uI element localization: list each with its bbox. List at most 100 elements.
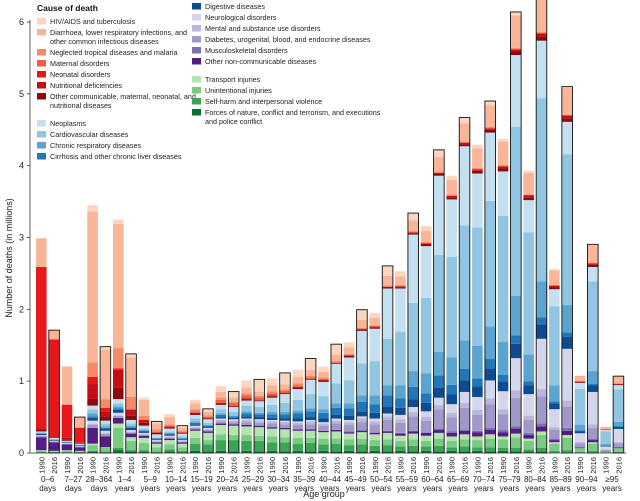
bar-segment-cvd xyxy=(292,399,304,411)
bar-segment-ment xyxy=(266,421,278,424)
bar-segment-oncd xyxy=(36,437,47,451)
bar-segment-unint xyxy=(420,440,432,447)
bar-segment-resp xyxy=(600,444,611,446)
bar-segment-diar xyxy=(446,180,458,195)
legend-swatch-ment xyxy=(192,25,201,32)
y-tick-label: 5 xyxy=(19,89,24,99)
bar-segment-diar xyxy=(215,391,227,398)
bar-segment-ntd xyxy=(151,429,163,433)
bar-segment-resp xyxy=(228,415,239,417)
bar-segment-self xyxy=(510,447,522,452)
year-tick-label: 2016 xyxy=(101,457,110,474)
age-group-label: 80–84 xyxy=(524,475,547,484)
bar-segment-hiv xyxy=(266,378,278,386)
age-group-unit-label: years xyxy=(166,484,186,493)
year-tick-label: 1990 xyxy=(217,457,226,474)
bar-segment-ocmn xyxy=(472,170,483,174)
bar-segment-ment xyxy=(472,409,483,415)
age-group-label: 7–27 xyxy=(64,475,82,484)
bar-segment-cirr xyxy=(549,401,560,404)
bar-segment-dig xyxy=(61,442,73,443)
bar-segment-hiv xyxy=(484,101,496,106)
bar-segment-self xyxy=(484,447,496,452)
bar-segment-neopl xyxy=(266,397,278,405)
bar-segment-ment xyxy=(241,419,252,423)
age-group-label: 75–79 xyxy=(498,475,521,484)
bar-segment-ocmn xyxy=(189,413,201,415)
bar-segment-dig xyxy=(318,418,329,423)
bar-segment-force xyxy=(318,450,329,453)
bar-segment-self xyxy=(343,445,355,451)
bar-segment-nut xyxy=(587,263,599,265)
bar-segment-neuro xyxy=(549,409,560,428)
age-group-unit-label: years xyxy=(500,484,520,493)
bar-segment-unint xyxy=(164,444,175,450)
bar-segment-unint xyxy=(433,438,445,446)
age-group-unit-label: years xyxy=(294,484,314,493)
bar-segment-resp xyxy=(125,425,137,428)
bar-segment-neo xyxy=(87,376,98,385)
bar-segment-trans xyxy=(587,442,599,444)
bar-segment-dig xyxy=(112,409,124,413)
bar-segment-nut xyxy=(497,166,509,169)
age-group-label: 25–29 xyxy=(242,475,265,484)
bar-segment-cirr xyxy=(241,413,252,417)
bar-segment-diar xyxy=(613,376,624,384)
bar-segment-neuro xyxy=(151,440,163,442)
age-group-unit-label: days xyxy=(91,484,108,493)
bar-segment-cvd xyxy=(549,306,560,386)
bar-segment-neuro xyxy=(395,414,406,420)
bar-segment-ocmn xyxy=(536,36,547,41)
bar-segment-ocmn xyxy=(613,384,624,386)
bar-segment-hiv xyxy=(202,408,214,412)
age-group-label: 60–64 xyxy=(421,475,444,484)
bar-segment-neopl xyxy=(420,246,432,298)
x-axis-title: Age group xyxy=(303,489,345,499)
bar-segment-diab xyxy=(254,422,265,426)
bar-segment-ocmn xyxy=(177,432,188,434)
bar-segment-self xyxy=(164,449,175,452)
bar-segment-self xyxy=(292,443,304,451)
bar-segment-neopl xyxy=(574,382,586,389)
bar-segment-nut xyxy=(343,355,355,357)
bar-segment-dig xyxy=(254,417,265,420)
bar-segment-oncd xyxy=(125,433,137,438)
year-tick-label: 1990 xyxy=(268,457,277,474)
bar-segment-mat xyxy=(292,385,304,387)
bar-segment-ntd xyxy=(112,348,124,369)
bar-segment-diar xyxy=(292,376,304,384)
bar-segment-dig xyxy=(600,445,611,447)
bar-segment-self xyxy=(125,450,137,452)
bar-segment-cirr xyxy=(266,414,278,418)
bar-segment-cvd xyxy=(343,380,355,404)
bar-segment-neopl xyxy=(164,428,175,432)
bar-segment-unint xyxy=(202,440,214,445)
bar-segment-ocmn xyxy=(112,387,124,400)
bar-segment-diab xyxy=(587,427,599,439)
bar-segment-unint xyxy=(446,440,458,448)
bar-segment-diab xyxy=(330,423,342,431)
bar-segment-cvd xyxy=(241,405,252,412)
bar-segment-unint xyxy=(74,451,86,452)
bar-segment-diab xyxy=(177,441,188,443)
age-group-label: 65–69 xyxy=(447,475,470,484)
bar-segment-trans xyxy=(369,434,381,441)
bar-segment-force xyxy=(292,450,304,453)
bar-segment-diab xyxy=(472,414,483,431)
bar-segment-hiv xyxy=(420,226,432,232)
bar-segment-ment xyxy=(279,422,291,425)
bar-segment-force xyxy=(305,451,316,453)
bar-segment-unint xyxy=(125,440,137,451)
bar-segment-ntd xyxy=(125,396,137,410)
bar-segment-oncd xyxy=(189,429,201,431)
bar-segment-neopl xyxy=(600,429,611,432)
bar-segment-msk xyxy=(395,432,406,434)
bar-segment-dig xyxy=(549,403,560,410)
bar-segment-ment xyxy=(523,415,534,420)
bar-segment-force xyxy=(343,450,355,453)
bar-segment-dig xyxy=(279,418,291,421)
bar-segment-trans xyxy=(254,427,265,436)
bar-segment-self xyxy=(138,450,150,452)
bar-segment-ocmn xyxy=(395,287,406,289)
legend-swatch-unint xyxy=(192,87,201,94)
